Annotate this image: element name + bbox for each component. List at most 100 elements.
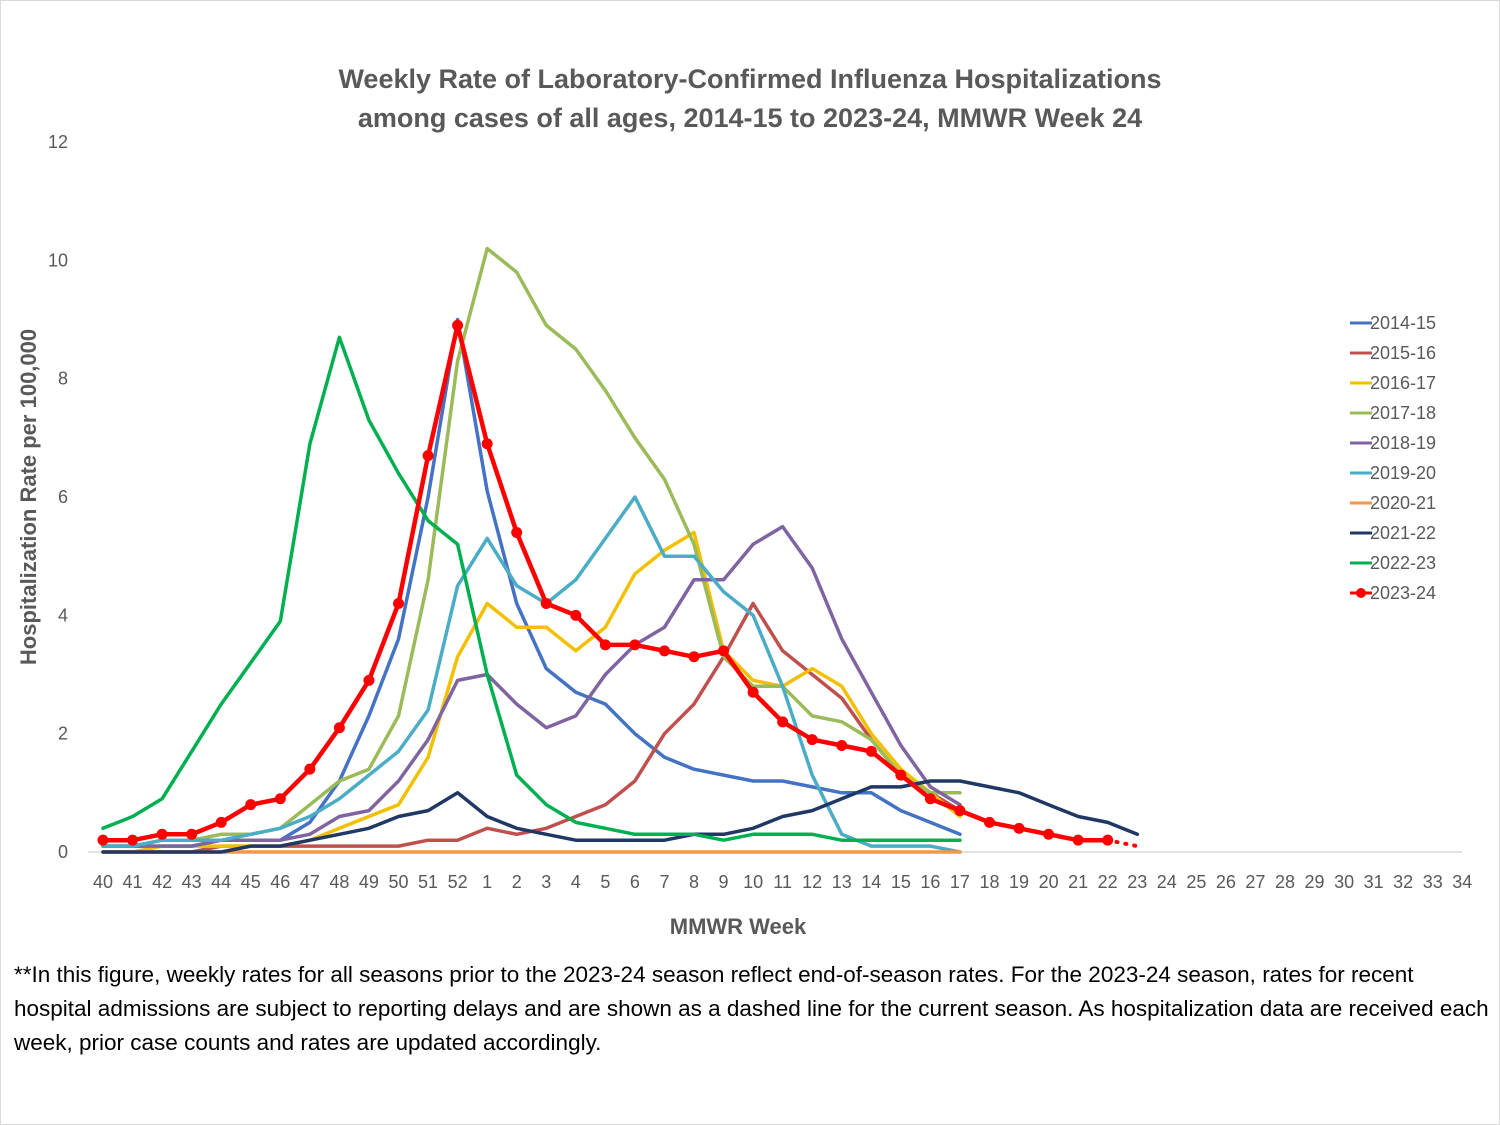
- data-point: [984, 816, 995, 828]
- y-axis: 0 2 4 6 8 10 12: [48, 132, 68, 862]
- series-line: [100, 323, 1110, 843]
- x-tick-label: 28: [1275, 872, 1295, 892]
- series-2021-22: [101, 779, 1140, 854]
- x-tick-label: 50: [388, 872, 408, 892]
- data-point: [127, 834, 139, 846]
- y-tick-label: 10: [48, 250, 68, 270]
- x-tick-label: 43: [182, 872, 202, 892]
- legend-item-2016-17: 2016-17: [1350, 373, 1436, 393]
- data-point: [1072, 834, 1084, 846]
- series-2022-23: [101, 335, 962, 842]
- series-2014-15: [101, 317, 962, 848]
- legend-item-2022-23: 2022-23: [1350, 553, 1436, 573]
- data-point: [540, 598, 552, 609]
- series-layer: [97, 246, 1140, 854]
- y-tick-label: 6: [58, 487, 68, 507]
- x-tick-label: 51: [418, 872, 438, 892]
- data-point: [924, 793, 936, 805]
- data-point: [777, 716, 789, 728]
- data-point: [718, 645, 730, 657]
- x-tick-label: 4: [571, 872, 581, 892]
- data-point: [954, 805, 966, 817]
- legend-item-2014-15: 2014-15: [1350, 313, 1436, 333]
- x-tick-label: 23: [1127, 872, 1147, 892]
- legend-item-2021-22: 2021-22: [1350, 523, 1436, 543]
- series-line: [101, 246, 962, 848]
- footnote: **In this figure, weekly rates for all s…: [14, 962, 1489, 1055]
- legend-item-2019-20: 2019-20: [1350, 463, 1436, 483]
- chart-title-line-2: among cases of all ages, 2014-15 to 2023…: [358, 103, 1142, 133]
- legend: 2014-15 2015-16 2016-17 2017-18 2018-19 2019-…: [1350, 313, 1436, 603]
- x-tick-label: 5: [600, 872, 610, 892]
- legend-label: 2015-16: [1370, 343, 1436, 363]
- series-line: [101, 779, 1140, 854]
- series-line: [101, 335, 962, 842]
- data-point: [304, 763, 316, 775]
- legend-label: 2021-22: [1370, 523, 1436, 543]
- legend-item-2015-16: 2015-16: [1350, 343, 1436, 363]
- x-tick-label: 8: [689, 872, 699, 892]
- x-tick-label: 13: [832, 872, 852, 892]
- legend-item-2023-24: 2023-24: [1350, 583, 1436, 603]
- chart-title-line-1: Weekly Rate of Laboratory-Confirmed Infl…: [338, 64, 1161, 94]
- x-tick-label: 19: [1009, 872, 1029, 892]
- data-point: [156, 828, 168, 840]
- legend-item-2018-19: 2018-19: [1350, 433, 1436, 453]
- data-point: [688, 651, 700, 663]
- x-tick-label: 15: [891, 872, 911, 892]
- data-point: [245, 799, 257, 811]
- data-point: [806, 734, 818, 746]
- series-line: [101, 317, 962, 848]
- x-tick-label: 31: [1364, 872, 1384, 892]
- x-tick-label: 14: [861, 872, 881, 892]
- x-tick-label: 34: [1452, 872, 1472, 892]
- x-tick-label: 45: [241, 872, 261, 892]
- legend-label: 2014-15: [1370, 313, 1436, 333]
- x-tick-label: 47: [300, 872, 320, 892]
- data-point: [747, 686, 759, 698]
- x-tick-label: 30: [1334, 872, 1354, 892]
- x-tick-label: 3: [541, 872, 551, 892]
- x-tick-label: 17: [950, 872, 970, 892]
- series-2017-18: [101, 246, 962, 848]
- y-axis-title: Hospitalization Rate per 100,000: [16, 329, 41, 665]
- x-tick-label: 16: [920, 872, 940, 892]
- data-point: [658, 645, 670, 657]
- x-tick-label: 29: [1305, 872, 1325, 892]
- x-axis: 40 41 42 43 44 45 46 47 48 49 50 51 52 1 2 3 4 5 6 7 8 9 10 11 1…: [93, 872, 1472, 892]
- data-point: [333, 722, 345, 734]
- data-point: [1013, 822, 1025, 834]
- line-chart: Weekly Rate of Laboratory-Confirmed Infl…: [16, 64, 1472, 939]
- data-point: [186, 828, 198, 840]
- legend-label: 2019-20: [1370, 463, 1436, 483]
- x-tick-label: 27: [1245, 872, 1265, 892]
- x-tick-label: 48: [329, 872, 349, 892]
- data-point: [393, 598, 404, 609]
- series-2023-24: [97, 319, 1140, 849]
- data-point: [865, 745, 877, 757]
- x-tick-label: 40: [93, 872, 113, 892]
- x-tick-label: 12: [802, 872, 822, 892]
- data-point: [629, 639, 641, 651]
- x-tick-label: 24: [1157, 872, 1177, 892]
- series-dashed-tail: [1105, 838, 1140, 849]
- x-tick-label: 10: [743, 872, 763, 892]
- x-tick-label: 7: [659, 872, 669, 892]
- y-tick-label: 4: [58, 605, 68, 625]
- legend-item-2020-21: 2020-21: [1350, 493, 1436, 513]
- data-point: [452, 319, 464, 331]
- legend-label: 2023-24: [1370, 583, 1436, 603]
- x-tick-label: 2: [512, 872, 522, 892]
- x-tick-label: 22: [1098, 872, 1118, 892]
- data-point: [363, 674, 375, 686]
- series-2018-19: [101, 524, 962, 848]
- x-tick-label: 11: [773, 872, 792, 892]
- data-point: [422, 450, 434, 462]
- y-tick-label: 0: [58, 842, 68, 862]
- series-2019-20: [101, 495, 962, 854]
- series-line: [101, 524, 962, 848]
- x-tick-label: 32: [1393, 872, 1413, 892]
- legend-label: 2020-21: [1370, 493, 1436, 513]
- x-tick-label: 41: [123, 872, 143, 892]
- x-tick-label: 20: [1039, 872, 1059, 892]
